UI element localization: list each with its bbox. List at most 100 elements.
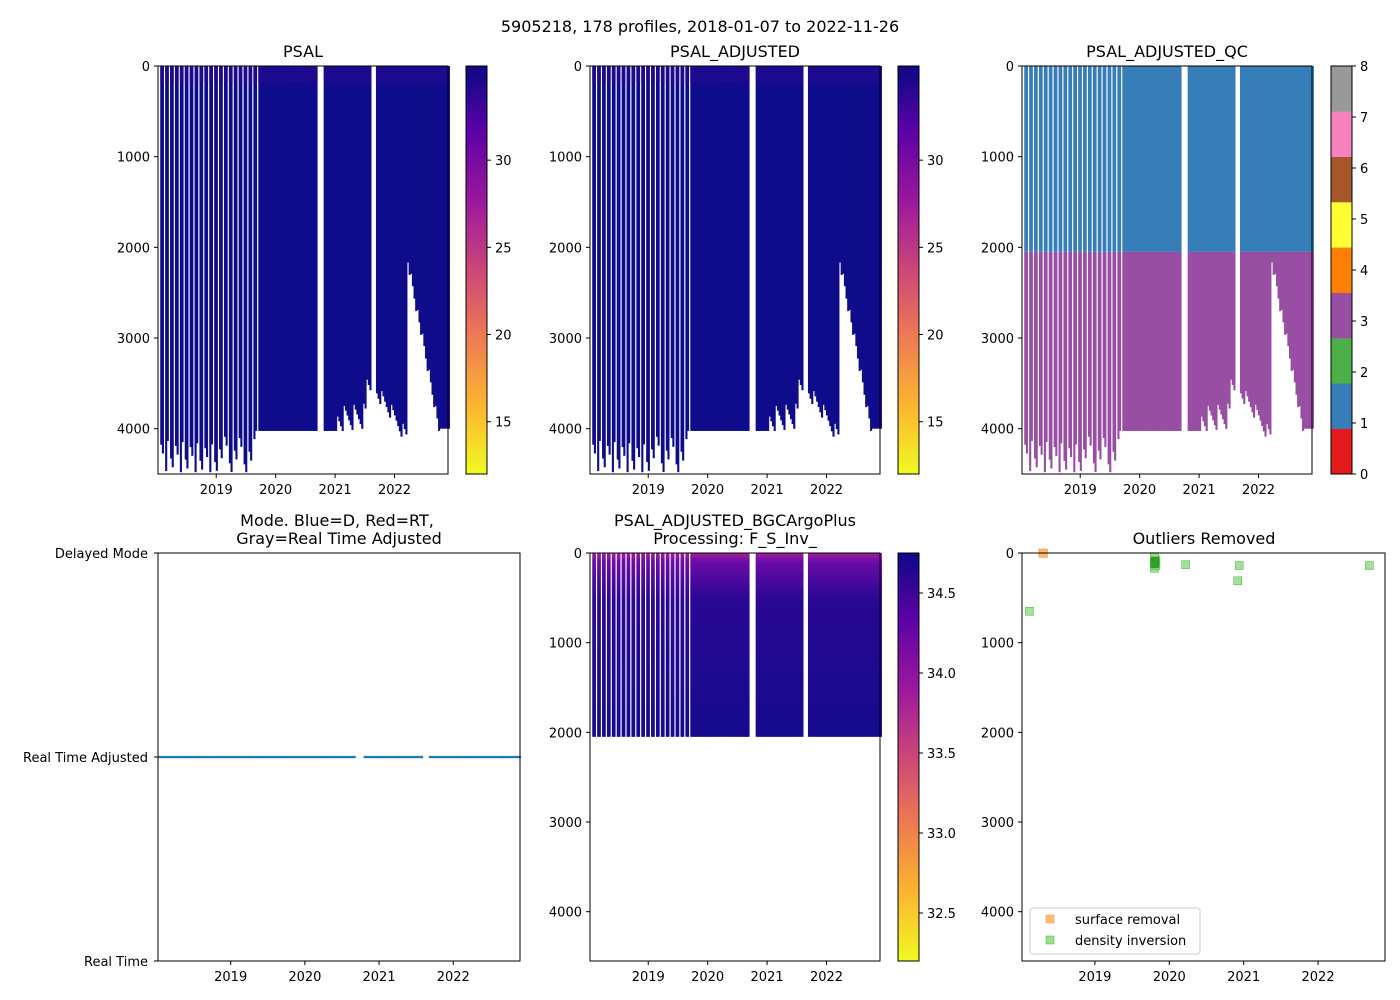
bgc-column (830, 553, 833, 737)
qc-adjusted-column (1143, 251, 1146, 431)
qc-good-column (1267, 66, 1270, 252)
qc-good-column (1205, 66, 1208, 252)
profile-column (325, 66, 328, 431)
mode-point (253, 755, 256, 759)
qc-adjusted-column (1310, 251, 1313, 429)
profile-column (773, 66, 776, 432)
qc-good-column (1210, 66, 1213, 252)
profile-column (313, 66, 316, 431)
qc-good-column (1112, 66, 1115, 252)
qc-good-column (1292, 66, 1295, 252)
y-tick-label: 3000 (117, 332, 150, 347)
bgc-column (783, 553, 786, 737)
profile-surface (878, 66, 881, 83)
mode-point (165, 755, 169, 759)
profile-surface (757, 66, 760, 83)
qc-good-column (1138, 66, 1141, 252)
profile-surface (755, 66, 758, 83)
profile-surface (354, 66, 357, 83)
bgc-column (709, 553, 712, 737)
profile-surface (395, 66, 398, 83)
qc-adjusted-column (1305, 251, 1308, 429)
profile-surface (181, 66, 184, 83)
profile-surface (215, 66, 218, 83)
mode-point (451, 755, 454, 759)
mode-point (271, 755, 275, 759)
profile-column (791, 66, 794, 425)
mode-point (300, 755, 303, 759)
profile-surface (416, 66, 419, 83)
qc-good-column (1074, 66, 1077, 252)
y-tick-label: 0 (574, 60, 582, 75)
qc-good-column (1308, 66, 1311, 252)
mode-point (434, 755, 438, 759)
profile-surface (400, 66, 403, 83)
profile-column (695, 66, 698, 431)
profile-surface (282, 66, 285, 83)
profile-column (830, 66, 833, 432)
qc-adjusted-column (1179, 251, 1182, 431)
qc-adjusted-column (1246, 251, 1249, 397)
profile-column (852, 66, 855, 335)
profile-column (351, 66, 354, 430)
profile-column (871, 66, 874, 429)
y-tick-label: 2000 (981, 241, 1014, 256)
density-inversion-cluster (1150, 556, 1160, 569)
profile-surface (204, 66, 207, 83)
bgc-column (799, 553, 802, 737)
qc-heatmap (1024, 66, 1314, 473)
profile-surface (353, 66, 356, 83)
psal-colorbar (465, 65, 488, 475)
profile-column (429, 66, 432, 383)
profile-column (843, 66, 847, 287)
qc-adjusted-column (1148, 251, 1151, 431)
profile-surface (361, 66, 364, 83)
profile-column (682, 66, 685, 461)
mode-point (312, 755, 316, 759)
mode-point (196, 755, 199, 759)
profile-surface (447, 66, 450, 83)
profile-surface (871, 66, 874, 83)
qc-good-column (1128, 66, 1131, 252)
colorbar-tick-label: 1 (1360, 417, 1368, 432)
qc-adjusted-column (1151, 251, 1154, 431)
bgc-column (853, 553, 856, 737)
qc-adjusted-column (1192, 251, 1195, 431)
x-tick-label: 2019 (1064, 483, 1097, 498)
profile-column (626, 66, 629, 473)
profile-column (421, 66, 424, 334)
profile-column (641, 66, 644, 473)
qc-good-column (1135, 66, 1138, 252)
profile-column (395, 66, 398, 421)
qc-good-column (1287, 66, 1290, 252)
profile-column (434, 66, 437, 407)
bgc-column (768, 553, 771, 737)
profile-surface (706, 66, 709, 83)
profile-column (855, 66, 858, 347)
qc-good-column (1195, 66, 1198, 252)
mode-point (485, 755, 489, 759)
profile-column (323, 66, 326, 431)
profile-column (786, 66, 789, 410)
profile-surface (641, 66, 644, 83)
profile-column (736, 66, 739, 431)
qc-adjusted-column (1280, 251, 1283, 310)
profile-column (701, 66, 704, 431)
qc-good-column (1256, 66, 1259, 252)
profile-surface (701, 66, 704, 83)
bgc-column (695, 553, 698, 737)
qc-good-column (1284, 66, 1287, 252)
mode-point (269, 755, 273, 759)
profile-column (364, 66, 367, 409)
qc-colorbar-segment (1331, 66, 1352, 112)
profile-column (439, 66, 442, 429)
profile-column (783, 66, 786, 430)
qc-good-column (1065, 66, 1068, 252)
qc-adjusted-column (1138, 251, 1141, 431)
bgc-column (785, 553, 788, 737)
mode-point (220, 755, 224, 759)
bgc-column (670, 553, 673, 737)
legend-box (1029, 907, 1201, 955)
qc-adjusted-column (1203, 251, 1207, 427)
qc-good-column (1145, 66, 1148, 252)
